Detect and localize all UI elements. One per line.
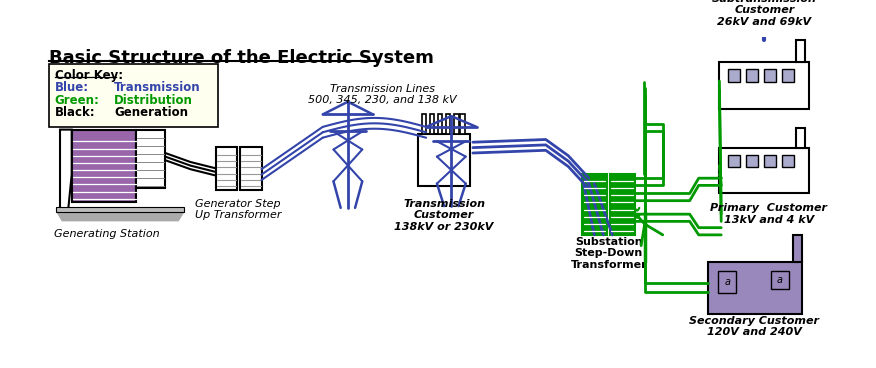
Bar	[610, 174, 635, 235]
Bar	[240, 147, 262, 190]
Bar	[746, 155, 758, 167]
Bar	[765, 155, 776, 167]
Text: a: a	[777, 275, 782, 285]
Bar	[49, 64, 218, 127]
Bar	[56, 207, 184, 212]
Bar	[430, 114, 434, 134]
Text: Transmission
Customer
138kV or 230kV: Transmission Customer 138kV or 230kV	[394, 199, 494, 232]
Bar	[728, 155, 740, 167]
Bar	[460, 114, 465, 134]
Bar	[796, 40, 805, 62]
Bar	[771, 271, 788, 289]
Bar	[137, 130, 166, 188]
Text: Distribution: Distribution	[114, 93, 193, 107]
Text: Subtransmission
Customer
26kV and 69kV: Subtransmission Customer 26kV and 69kV	[712, 0, 816, 27]
Text: Generation: Generation	[114, 106, 188, 119]
Text: Primary  Customer
13kV and 4 kV: Primary Customer 13kV and 4 kV	[710, 204, 827, 225]
Bar	[746, 69, 758, 82]
Bar	[454, 114, 458, 134]
Text: Basic Structure of the Electric System: Basic Structure of the Electric System	[49, 49, 434, 67]
Bar	[719, 148, 809, 192]
Bar	[708, 262, 802, 314]
Bar	[765, 69, 776, 82]
Bar	[718, 271, 737, 293]
Bar	[446, 114, 450, 134]
Text: Blue:: Blue:	[54, 81, 88, 94]
Bar	[421, 114, 426, 134]
Text: Secondary Customer
120V and 240V: Secondary Customer 120V and 240V	[689, 316, 819, 337]
Polygon shape	[56, 212, 184, 222]
Bar	[793, 235, 802, 262]
Text: Generating Station: Generating Station	[54, 229, 159, 238]
Bar	[72, 130, 137, 202]
Bar	[215, 147, 237, 190]
Text: Substation
Step-Down
Transformer: Substation Step-Down Transformer	[570, 237, 647, 270]
Bar	[719, 62, 809, 109]
Text: Generator Step
Up Transformer: Generator Step Up Transformer	[194, 199, 281, 220]
Text: Black:: Black:	[54, 106, 95, 119]
Text: a: a	[724, 277, 731, 287]
Bar	[782, 69, 794, 82]
Bar	[418, 134, 470, 186]
Text: Transmission: Transmission	[114, 81, 201, 94]
Bar	[782, 155, 794, 167]
Bar	[582, 174, 607, 235]
Bar	[438, 114, 442, 134]
Polygon shape	[60, 130, 72, 210]
Text: Color Key:: Color Key:	[54, 69, 123, 82]
Text: Green:: Green:	[54, 93, 100, 107]
Bar	[796, 128, 805, 148]
Bar	[728, 69, 740, 82]
Text: Transmission Lines
500, 345, 230, and 138 kV: Transmission Lines 500, 345, 230, and 13…	[307, 84, 456, 105]
